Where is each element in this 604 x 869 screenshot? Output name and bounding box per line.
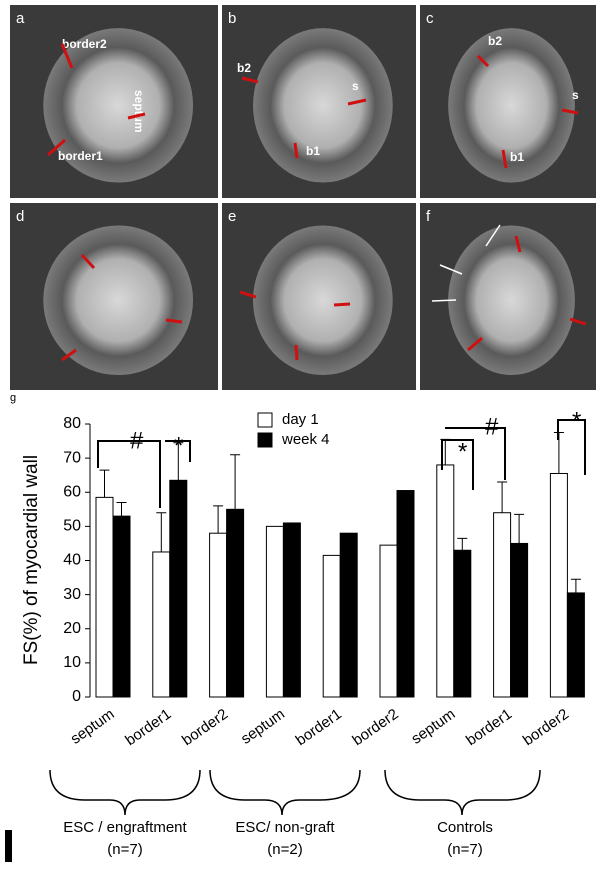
panel-label: d [16,208,24,225]
bar [396,490,415,698]
legend-label: week 4 [281,431,330,448]
x-tick-label: border2 [179,706,231,750]
bar [549,472,568,698]
bar-chart: g FS(%) of myocardial wall 0 10 20 30 40 50 60 70… [10,392,585,858]
error-bar [213,505,224,534]
bar [95,496,114,698]
y-tick-label: 50 [63,518,81,535]
image-annotation: b1 [306,144,320,158]
bar [322,554,341,698]
x-tick-label: border1 [463,706,515,750]
image-annotation: s [352,79,359,93]
panel-label: c [426,10,434,27]
significance-brackets [97,419,586,508]
y-axis-label: FS(%) of myocardial wall [21,455,42,665]
x-tick-label: septum [238,706,288,748]
y-tick-label: 0 [72,688,81,705]
image-annotation: border1 [58,149,103,163]
braces [49,769,541,816]
scale-bar [5,830,12,862]
panel-label: f [426,208,431,225]
bar [282,522,301,698]
x-tick-label: border2 [349,706,401,750]
group-label: ESC / engraftment [63,819,187,836]
error-bar [497,481,508,513]
x-tick-label: border1 [122,706,174,750]
bar [453,549,472,698]
image-annotation: b2 [237,61,251,75]
bar [265,525,284,698]
y-tick-label: 20 [63,620,81,637]
bar [493,512,512,698]
error-bar [116,501,127,517]
bar [379,544,398,698]
significance-mark: * [174,432,183,459]
bar [436,464,455,698]
bar [152,551,171,698]
error-bar [99,469,110,498]
y-tick-label: 30 [63,586,81,603]
x-tick-label: septum [408,706,458,748]
arrows [431,224,501,302]
significance-mark: # [485,413,499,440]
x-tick-label: border2 [520,706,572,750]
image-annotation: b2 [488,34,502,48]
bar [339,532,358,698]
error-bar [230,454,241,510]
bar [510,542,529,698]
y-tick-label: 40 [63,552,81,569]
group-n: (n=2) [267,841,302,858]
error-bar [570,578,581,593]
red-markers [47,43,587,362]
error-bar [514,513,525,544]
bar [112,515,131,698]
y-tick-label: 80 [63,415,81,432]
error-bar [457,537,468,551]
bar [226,508,245,698]
bar [209,532,228,698]
heart [253,225,393,376]
heart [43,225,194,376]
y-tick-label: 70 [63,449,81,466]
error-bar [156,512,167,552]
group-n: (n=7) [447,841,482,858]
image-annotation: septum [132,90,146,133]
panel-label: a [16,10,25,27]
image-annotation: b1 [510,150,524,164]
image-annotation: border2 [62,37,107,51]
panel-label: e [228,208,236,225]
legend-label: day 1 [282,411,319,428]
panel-label: g [10,392,16,404]
error-bar [173,442,184,481]
x-tick-label: border1 [293,706,345,750]
bar [566,592,585,698]
heart [43,28,194,183]
significance-mark: * [458,438,467,465]
heart [448,225,575,376]
bar [169,479,188,698]
panel-label: b [228,10,236,27]
image-annotation: s [572,88,579,102]
image-panels: a border2 septum border1 b b2 s b1 c b2 s b1 d e f [10,5,596,390]
group-label: Controls [437,819,493,836]
group-label: ESC/ non-graft [235,819,335,836]
legend-swatch [257,412,273,428]
heart [253,28,393,183]
x-tick-label: septum [68,706,118,748]
y-tick-label: 10 [63,654,81,671]
group-n: (n=7) [107,841,142,858]
y-tick-label: 60 [63,483,81,500]
legend-swatch [257,432,273,448]
heart [448,28,575,183]
